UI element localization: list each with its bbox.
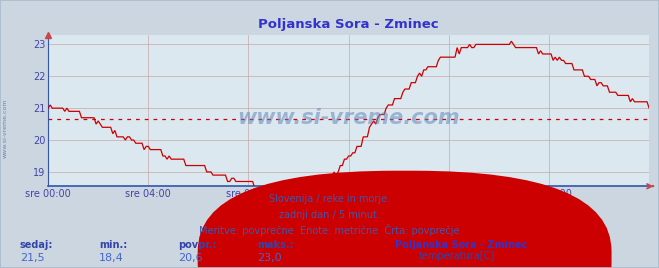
Text: Poljanska Sora - Zminec: Poljanska Sora - Zminec <box>395 240 528 250</box>
Text: Slovenija / reke in morje.: Slovenija / reke in morje. <box>269 194 390 204</box>
Text: povpr.:: povpr.: <box>178 240 216 250</box>
Text: www.si-vreme.com: www.si-vreme.com <box>3 99 8 158</box>
Text: 18,4: 18,4 <box>99 253 124 263</box>
Text: temperatura[C]: temperatura[C] <box>418 251 495 261</box>
Text: sedaj:: sedaj: <box>20 240 53 250</box>
Text: 20,6: 20,6 <box>178 253 202 263</box>
Text: maks.:: maks.: <box>257 240 294 250</box>
Text: zadnji dan / 5 minut.: zadnji dan / 5 minut. <box>279 210 380 220</box>
Text: 23,0: 23,0 <box>257 253 281 263</box>
Text: 21,5: 21,5 <box>20 253 44 263</box>
Text: www.si-vreme.com: www.si-vreme.com <box>237 108 460 128</box>
Text: min.:: min.: <box>99 240 127 250</box>
Title: Poljanska Sora - Zminec: Poljanska Sora - Zminec <box>258 18 439 31</box>
Text: Meritve: povprečne  Enote: metrične  Črta: povprečje: Meritve: povprečne Enote: metrične Črta:… <box>199 225 460 236</box>
